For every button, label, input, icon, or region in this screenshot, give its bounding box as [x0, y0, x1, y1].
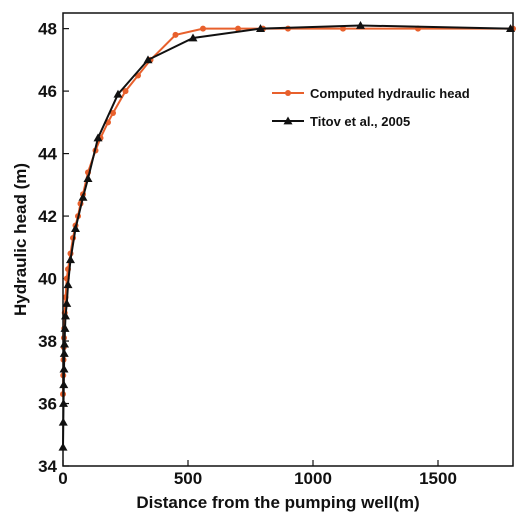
legend-marker-computed	[285, 90, 291, 96]
series-titov	[58, 20, 515, 451]
y-tick-label: 44	[38, 145, 57, 164]
data-point	[256, 24, 265, 32]
x-axis-label: Distance from the pumping well(m)	[136, 493, 419, 512]
data-point	[59, 349, 69, 357]
data-point	[66, 255, 75, 264]
y-axis-label: Hydraulic head (m)	[11, 163, 30, 316]
series-line	[62, 24, 511, 448]
y-tick-label: 40	[38, 270, 57, 289]
y-tick-label: 38	[38, 332, 57, 351]
data-point	[63, 280, 73, 289]
data-point	[62, 299, 72, 307]
data-point	[356, 20, 365, 29]
x-tick-label: 500	[174, 469, 202, 488]
data-point	[59, 364, 69, 373]
x-tick-label: 0	[58, 469, 67, 488]
legend: Computed hydraulic head Titov et al., 20…	[272, 86, 470, 129]
y-tick-label: 42	[38, 207, 57, 226]
data-point	[78, 192, 88, 201]
data-point	[122, 88, 129, 95]
data-point	[235, 25, 241, 32]
y-tick-label: 34	[38, 457, 57, 476]
x-tick-label: 1500	[419, 469, 457, 488]
data-point	[71, 224, 80, 232]
data-point	[113, 89, 123, 98]
legend-marker-titov	[283, 116, 293, 125]
data-point	[188, 33, 198, 42]
data-point	[340, 25, 346, 32]
data-point	[172, 31, 179, 38]
series-line	[62, 27, 513, 395]
y-tick-label: 48	[38, 20, 57, 39]
y-tick-label: 46	[38, 82, 57, 101]
data-point	[83, 174, 93, 182]
legend-label-computed: Computed hydraulic head	[310, 86, 470, 101]
legend-label-titov: Titov et al., 2005	[310, 114, 410, 129]
x-tick-label: 1000	[294, 469, 332, 488]
data-point	[200, 25, 206, 32]
plot-area-frame	[62, 12, 514, 467]
data-point	[93, 133, 103, 142]
data-point	[143, 55, 153, 64]
data-point	[110, 109, 116, 116]
y-tick-label: 36	[38, 395, 57, 414]
